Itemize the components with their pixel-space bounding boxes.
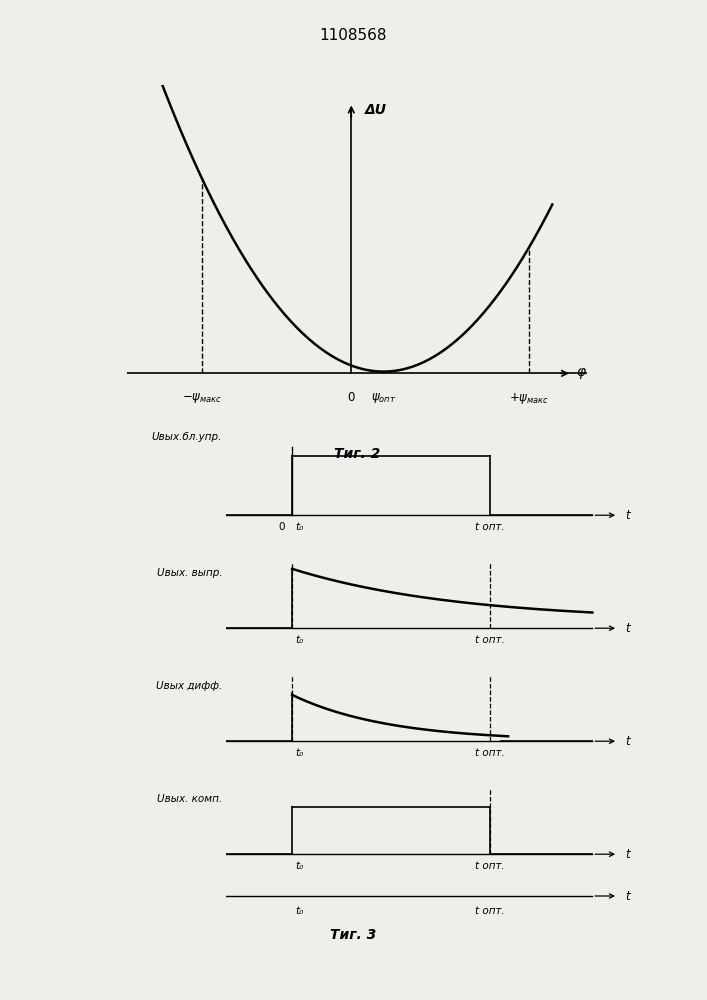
Text: Uвых. комп.: Uвых. комп.: [157, 794, 222, 804]
Text: t опт.: t опт.: [475, 748, 505, 758]
Text: Uвых дифф.: Uвых дифф.: [156, 681, 222, 691]
Text: t опт.: t опт.: [475, 906, 505, 916]
Text: t: t: [625, 890, 630, 902]
Text: t₀: t₀: [296, 861, 304, 871]
Text: t: t: [625, 622, 630, 635]
Text: t опт.: t опт.: [475, 522, 505, 532]
Text: t₀: t₀: [296, 635, 304, 645]
Text: t₀: t₀: [296, 522, 304, 532]
Text: $+\psi_{макс}$: $+\psi_{макс}$: [509, 391, 549, 406]
Text: t: t: [625, 848, 630, 861]
Text: φ: φ: [576, 365, 585, 379]
Text: Uвых. выпр.: Uвых. выпр.: [156, 568, 222, 578]
Text: t₀: t₀: [296, 748, 304, 758]
Text: Τиг. 2: Τиг. 2: [334, 447, 380, 461]
Text: 0: 0: [348, 391, 355, 404]
Text: t₀: t₀: [296, 906, 304, 916]
Text: Uвых.бл.упр.: Uвых.бл.упр.: [152, 432, 222, 442]
Text: ΔU: ΔU: [365, 103, 387, 117]
Text: $\psi_{опт}$: $\psi_{опт}$: [371, 391, 396, 405]
Text: t: t: [625, 735, 630, 748]
Text: t опт.: t опт.: [475, 635, 505, 645]
Text: 0: 0: [279, 522, 285, 532]
Text: 1108568: 1108568: [320, 28, 387, 43]
Text: $-\psi_{макс}$: $-\psi_{макс}$: [182, 391, 222, 405]
Text: Τиг. 3: Τиг. 3: [330, 928, 377, 942]
Text: t опт.: t опт.: [475, 861, 505, 871]
Text: t: t: [625, 509, 630, 522]
